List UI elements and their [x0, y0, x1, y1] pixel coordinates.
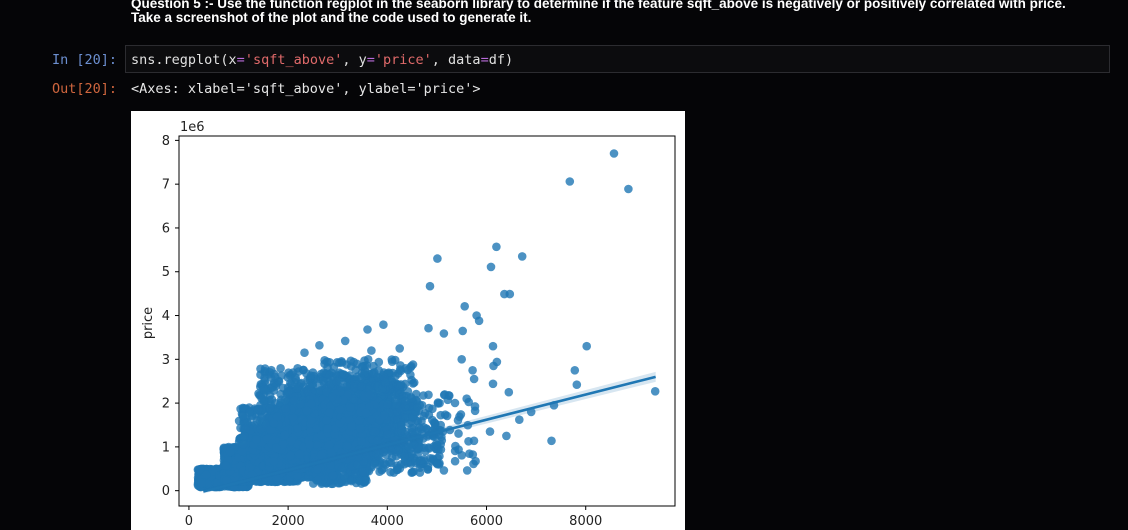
question-heading: Question 5 :- Use the function regplot i… [131, 0, 1121, 25]
data-point [197, 478, 206, 488]
code-string-x: 'sqft_above' [244, 52, 343, 68]
code-func: sns.regplot(x [131, 52, 237, 68]
regplot-figure: 0 2000 4000 6000 8000 0 1 2 3 4 5 6 7 8 1e6 price [131, 111, 685, 530]
data-point [201, 470, 211, 480]
data-point [221, 461, 231, 471]
data-point [195, 464, 205, 474]
code-sep: , data [431, 52, 481, 68]
data-point [208, 466, 218, 476]
scatter-points [193, 149, 660, 492]
code-equals: = [366, 52, 375, 68]
data-point [269, 457, 279, 466]
output-prompt: Out[20]: [52, 81, 118, 97]
data-point [225, 447, 235, 457]
code-tail: df) [488, 52, 514, 68]
question-line-1: Question 5 :- Use the function regplot i… [131, 0, 1066, 11]
code-cell-editor[interactable]: sns.regplot(x='sqft_above', y='price', d… [125, 45, 1110, 73]
code-equals: = [236, 52, 245, 68]
code-sep: , y [342, 52, 367, 68]
input-prompt: In [20]: [52, 52, 118, 68]
code-line[interactable]: sns.regplot(x='sqft_above', y='price', d… [131, 52, 513, 68]
code-string-y: 'price' [374, 52, 432, 68]
output-text: <Axes: xlabel='sqft_above', ylabel='pric… [131, 81, 481, 97]
question-line-2: Take a screenshot of the plot and the co… [131, 10, 532, 25]
code-equals: = [480, 52, 489, 68]
